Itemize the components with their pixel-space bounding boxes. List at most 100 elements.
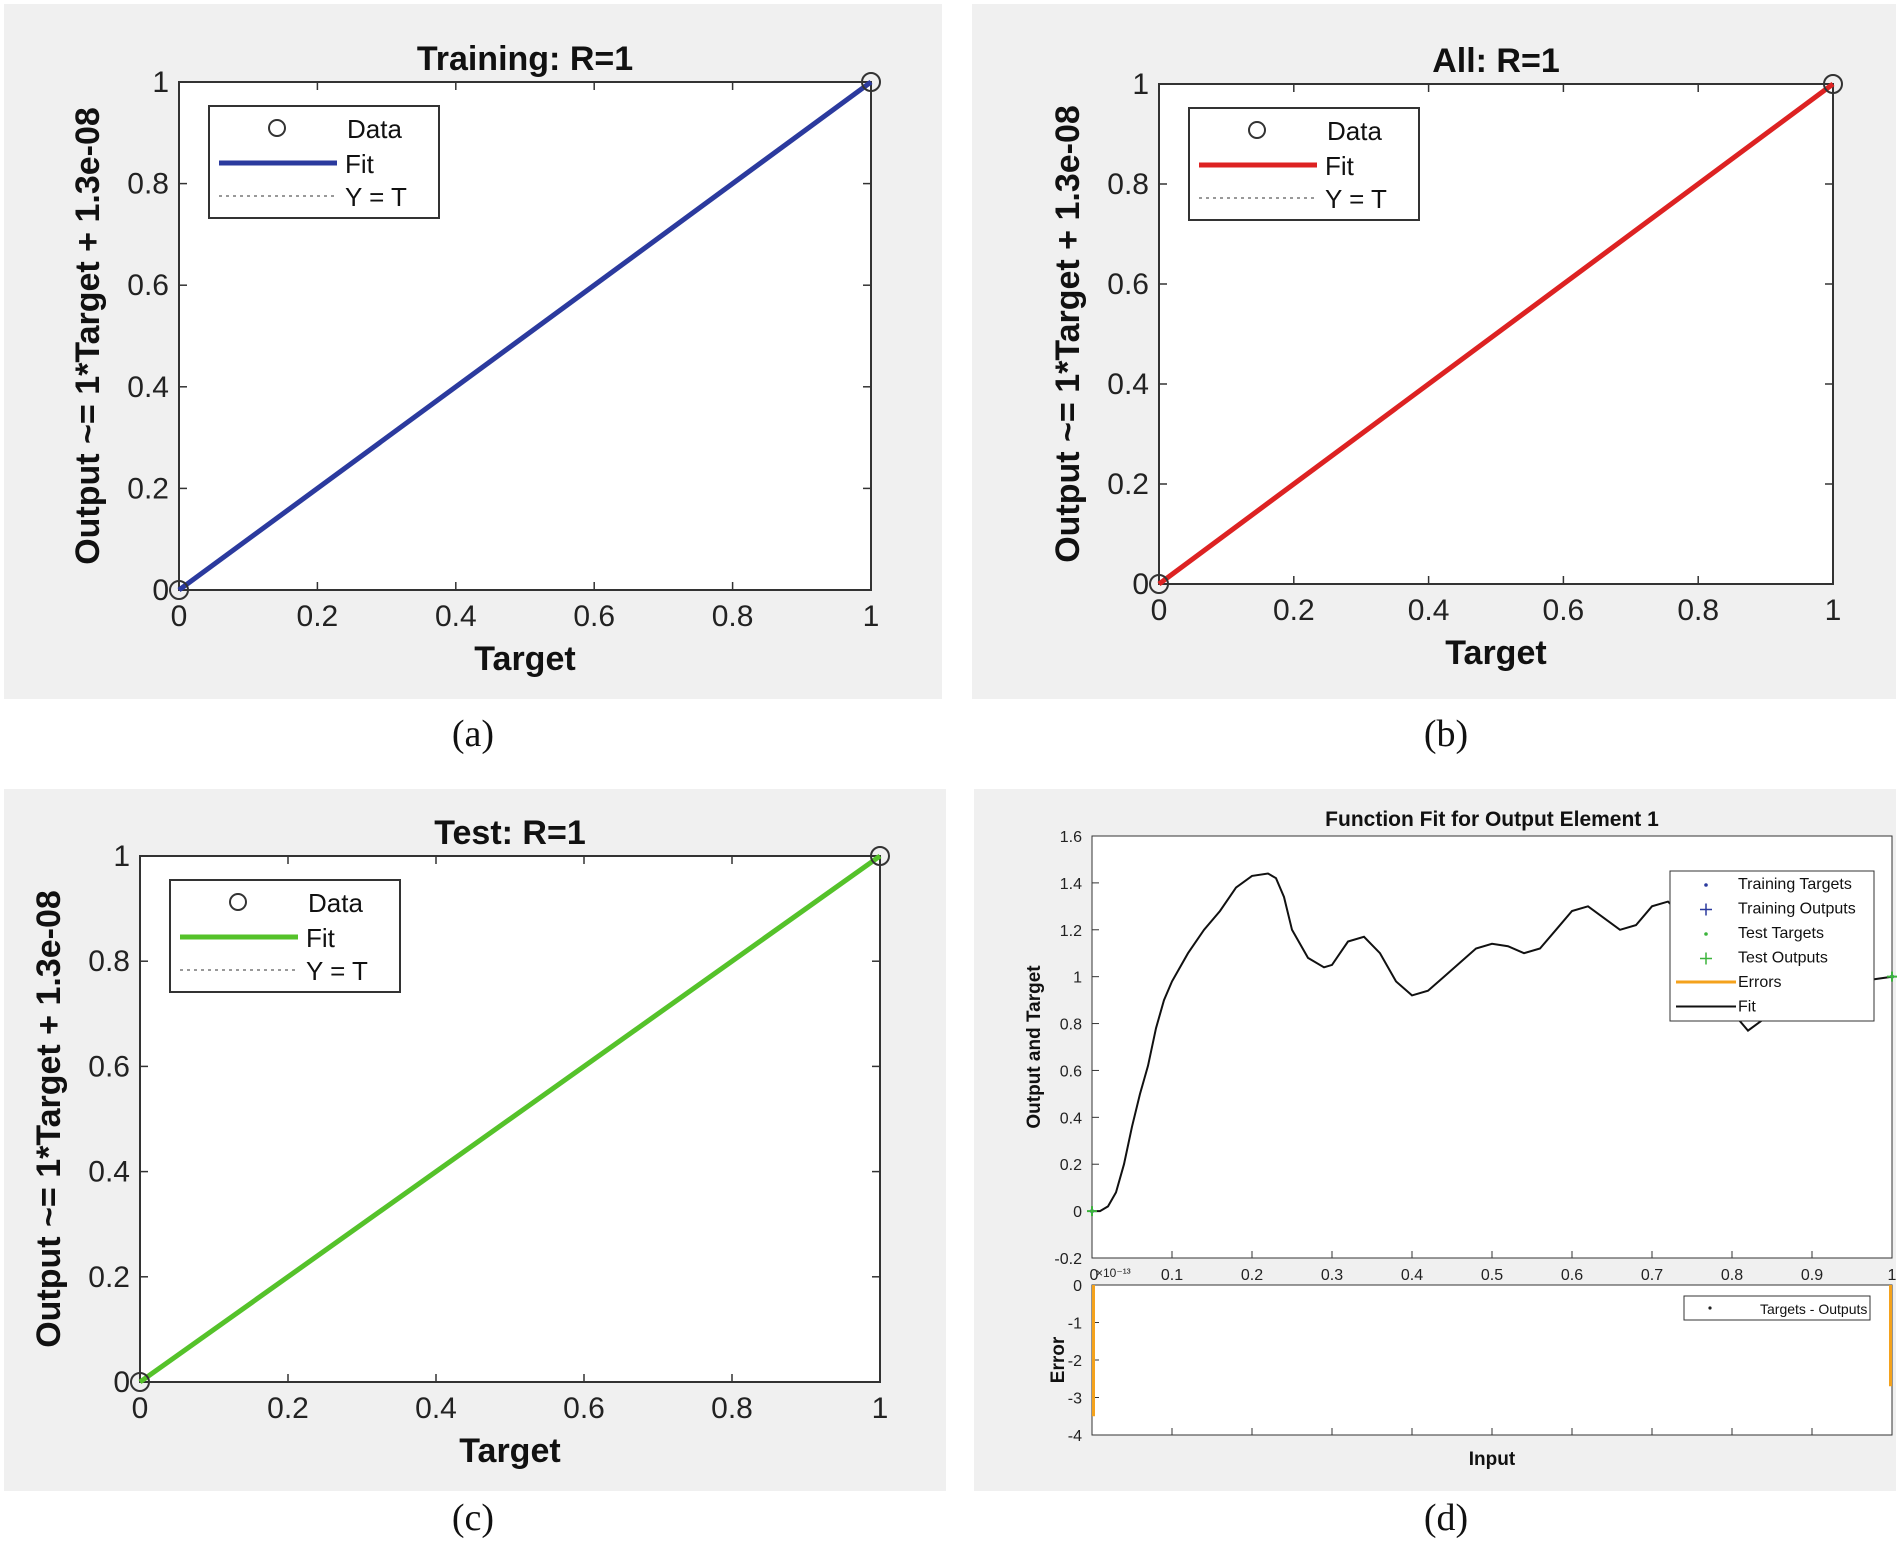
error-y-axis-label: Error [1048, 1336, 1069, 1383]
fit-line [177, 79, 873, 593]
test-output-point [1087, 1206, 1097, 1217]
y-axis-label: Output ~= 1*Target + 1.3e-08 [1049, 105, 1087, 563]
y-tick-label: 0.2 [127, 472, 169, 505]
data-point [1149, 574, 1169, 594]
data-point [130, 1372, 150, 1392]
legend-label: Errors [1738, 974, 1782, 991]
x-tick-label: 0.4 [1401, 1267, 1423, 1284]
error-y-tick-label: 0 [1073, 1278, 1082, 1295]
legend-test-targets-marker [1704, 932, 1708, 936]
error-legend-marker [1708, 1306, 1712, 1310]
y-axis-label: Output and Target [1024, 965, 1045, 1129]
y-tick-label: 0.8 [1060, 1017, 1082, 1034]
x-tick-label: 0.2 [267, 1392, 309, 1425]
x-tick-label: 0.6 [573, 600, 615, 633]
x-tick-label: 0.4 [415, 1392, 457, 1425]
y-tick-label: 1 [1073, 970, 1082, 987]
x-tick-label: 0 [171, 600, 188, 633]
x-tick-label: 0.7 [1641, 1267, 1663, 1284]
legend-yt-label: Y = T [345, 182, 407, 212]
x-tick-label: 0.8 [1677, 594, 1719, 627]
x-tick-label: 0.8 [1721, 1267, 1743, 1284]
y-tick-label: 0 [152, 574, 169, 607]
legend-data-label: Data [1327, 116, 1382, 146]
y-tick-label: -0.2 [1054, 1251, 1082, 1268]
legend-label: Training Targets [1738, 876, 1852, 893]
legend-label: Fit [1738, 999, 1756, 1016]
x-tick-label: 0.6 [1561, 1267, 1583, 1284]
y-axis-label: Output ~= 1*Target + 1.3e-08 [30, 890, 68, 1348]
panel-d: -0.2 0 0.2 0.4 0.6 0.8 1 1.2 1.4 1.6 0.1 0.2 0.3 0.4 0… [974, 789, 1897, 1491]
x-tick-label: 0.8 [712, 600, 754, 633]
y-tick-label: 1.6 [1060, 829, 1082, 846]
panel-a: 0 0.2 0.4 0.6 0.8 1 0 0.2 0.4 0.6 0.8 1 Training: R=… [4, 4, 942, 699]
x-tick-label: 1 [872, 1392, 889, 1425]
caption-c: (c) [451, 1497, 495, 1539]
legend-yt-label: Y = T [306, 956, 368, 986]
y-tick-label: 0 [113, 1366, 130, 1399]
y-tick-label: 0.6 [127, 269, 169, 302]
x-tick-label: 0.5 [1481, 1267, 1503, 1284]
caption-d: (d) [1423, 1497, 1469, 1539]
x-tick-label: 0.1 [1161, 1267, 1183, 1284]
legend-box [1669, 870, 1875, 1022]
y-tick-label: 0.6 [88, 1050, 130, 1083]
x-tick-label: 0.4 [1408, 594, 1450, 627]
legend-fit-label: Fit [345, 149, 375, 179]
y-tick-label: 0.4 [1107, 368, 1149, 401]
x-tick-label: 0.9 [1801, 1267, 1823, 1284]
x-tick-label: 0.4 [435, 600, 477, 633]
chart-title: Test: R=1 [434, 814, 585, 852]
chart-c: 0 0.2 0.4 0.6 0.8 1 0 0.2 0.4 0.6 0.8 1 Test: R=1 Tar… [30, 814, 890, 1470]
x-tick-label: 1 [1888, 1267, 1897, 1284]
caption-a: (a) [451, 713, 495, 755]
error-y-tick-label: -4 [1068, 1428, 1082, 1445]
panel-c: 0 0.2 0.4 0.6 0.8 1 0 0.2 0.4 0.6 0.8 1 Test: R=1 Tar… [4, 789, 946, 1491]
x-tick-label: 0.2 [1241, 1267, 1263, 1284]
x-axis-label: Target [1445, 634, 1546, 672]
x-tick-label: 0.6 [563, 1392, 605, 1425]
y-tick-label: 0.2 [1107, 468, 1149, 501]
y-tick-label: 0.8 [1107, 168, 1149, 201]
chart-title: Function Fit for Output Element 1 [1325, 808, 1659, 831]
y-tick-label: 1 [1132, 68, 1149, 101]
x-tick-label: 0 [132, 1392, 149, 1425]
x-tick-label: 0 [1151, 594, 1168, 627]
y-tick-label: 0.2 [1060, 1157, 1082, 1174]
x-tick-label: 0.3 [1321, 1267, 1343, 1284]
y-tick-label: 0.2 [88, 1261, 130, 1294]
chart-a: 0 0.2 0.4 0.6 0.8 1 0 0.2 0.4 0.6 0.8 1 Training: R=… [69, 40, 881, 678]
legend-training-targets-marker [1704, 883, 1708, 887]
legend-data-marker [229, 893, 247, 911]
y-tick-label: 0 [1073, 1204, 1082, 1221]
fit-line [138, 853, 882, 1385]
x-tick-label: 1 [1825, 594, 1842, 627]
error-legend-label: Targets - Outputs [1760, 1301, 1867, 1317]
y-tick-label: 1.2 [1060, 923, 1082, 940]
data-point [1823, 74, 1843, 94]
legend-fit-label: Fit [306, 923, 336, 953]
y-tick-label: 0.4 [127, 371, 169, 404]
legend-label: Test Targets [1738, 925, 1824, 942]
y-tick-label: 1 [113, 840, 130, 873]
x-tick-label: 0.2 [1273, 594, 1315, 627]
x-tick-label: 0.8 [711, 1392, 753, 1425]
error-y-tick-label: -1 [1068, 1316, 1082, 1333]
legend-label: Training Outputs [1738, 901, 1856, 918]
y-tick-label: 0.4 [88, 1156, 130, 1189]
test-output-point [1887, 971, 1897, 982]
x-axis-label: Target [474, 640, 575, 678]
error-exponent-label: ×10⁻¹³ [1096, 1266, 1131, 1280]
x-tick-label: 0 [1090, 1267, 1099, 1284]
caption-b: (b) [1423, 713, 1469, 755]
x-tick-label: 0.2 [297, 600, 339, 633]
y-axis-label: Output ~= 1*Target + 1.3e-08 [69, 107, 107, 565]
data-point [870, 846, 890, 866]
data-point [169, 580, 189, 600]
y-tick-label: 0.8 [127, 168, 169, 201]
x-tick-label: 0.6 [1543, 594, 1585, 627]
y-tick-label: 0.6 [1060, 1063, 1082, 1080]
error-y-tick-label: -3 [1068, 1391, 1082, 1408]
error-y-tick-label: -2 [1068, 1353, 1082, 1370]
legend-training-outputs-marker [1700, 903, 1712, 916]
